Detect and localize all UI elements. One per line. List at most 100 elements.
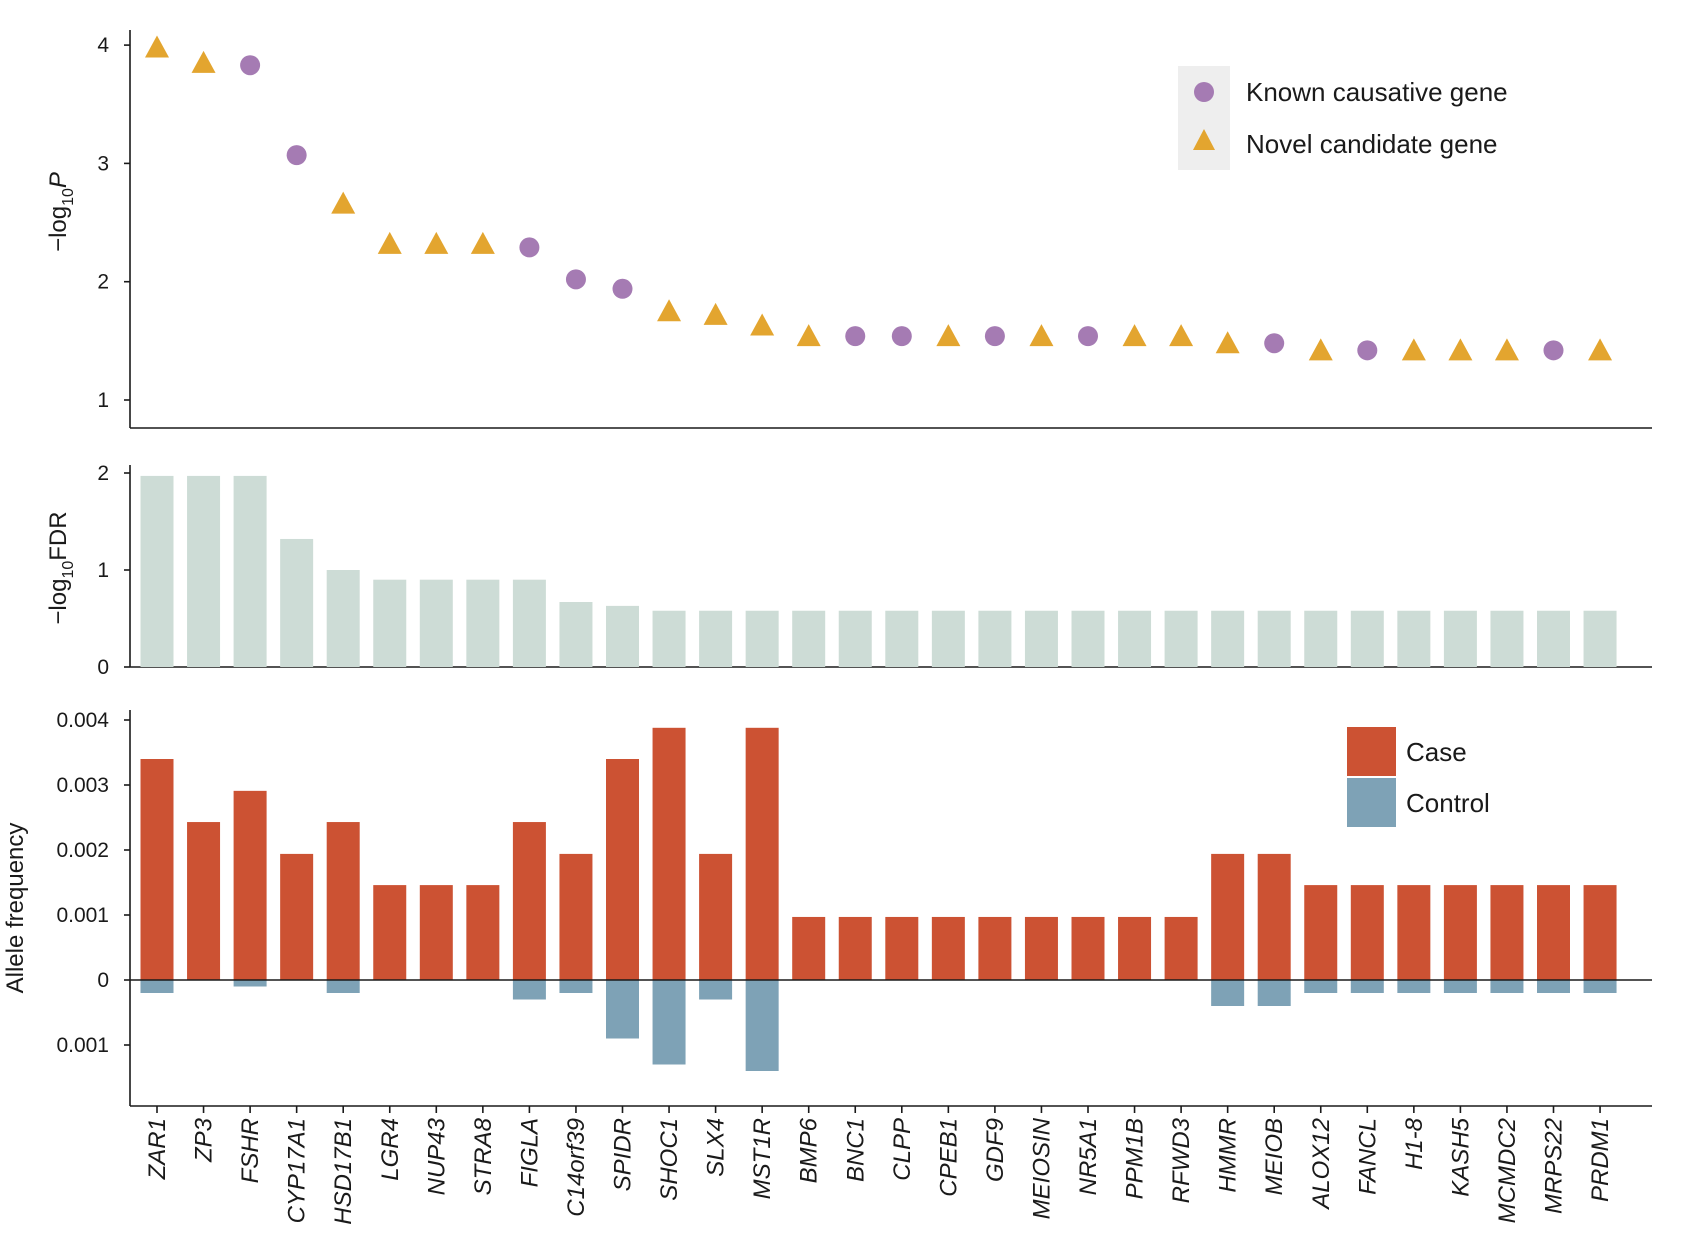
fdr-bar xyxy=(606,605,639,667)
case-bar xyxy=(512,822,546,980)
fdr-bar xyxy=(1257,610,1291,667)
case-bar xyxy=(466,885,500,980)
known-gene-point xyxy=(984,326,1005,347)
gene-label: H1-8 xyxy=(1401,1117,1428,1170)
novel-gene-point xyxy=(1401,338,1426,361)
legend-control-swatch xyxy=(1347,778,1396,827)
gene-label: CPEB1 xyxy=(935,1118,962,1197)
case-bar xyxy=(792,916,826,980)
af-legend: Case Control xyxy=(1347,727,1490,827)
legend-case-swatch xyxy=(1347,727,1396,776)
gene-label: KASH5 xyxy=(1447,1117,1474,1196)
fdr-bar xyxy=(1164,610,1198,667)
novel-gene-point xyxy=(331,191,356,214)
af-y-ticks: 0.004 0.003 0.002 0.001 0 0.001 xyxy=(56,709,130,1057)
gene-label: MEIOSIN xyxy=(1028,1117,1055,1219)
case-bar xyxy=(326,822,360,980)
gene-label: STRA8 xyxy=(470,1117,497,1195)
gene-label: MCMDC2 xyxy=(1494,1118,1521,1223)
fdr-bar xyxy=(233,475,267,667)
known-gene-point xyxy=(1543,340,1564,361)
fdr-bar xyxy=(187,475,221,667)
fdr-panel: 0 1 2 −log10FDR xyxy=(45,462,1652,679)
novel-gene-point xyxy=(1029,324,1054,347)
case-bar xyxy=(885,916,919,980)
case-bar xyxy=(373,885,407,980)
pvalue-y-ticks: 1 2 3 4 xyxy=(97,34,130,412)
case-bar xyxy=(1583,885,1617,980)
known-gene-point xyxy=(519,237,540,258)
fdr-bar xyxy=(1304,610,1338,667)
fdr-bar xyxy=(838,610,872,667)
fdr-bar xyxy=(280,538,314,667)
fdr-bar xyxy=(326,570,360,667)
gene-label: FANCL xyxy=(1354,1118,1381,1195)
fdr-bar xyxy=(373,579,407,667)
novel-gene-point xyxy=(1588,338,1613,361)
fdr-bar xyxy=(1211,610,1245,667)
gene-label: NUP43 xyxy=(423,1117,450,1195)
control-bar xyxy=(699,980,733,1000)
case-bar xyxy=(1397,885,1431,980)
gene-label: BNC1 xyxy=(842,1118,869,1182)
case-bar xyxy=(699,853,733,980)
pvalue-tick-label: 4 xyxy=(97,34,109,57)
gene-label: SLX4 xyxy=(703,1118,730,1177)
fdr-bar xyxy=(512,579,546,667)
known-gene-point xyxy=(565,269,586,290)
case-bar xyxy=(559,853,593,980)
pvalue-points xyxy=(145,35,1613,361)
novel-gene-point xyxy=(1215,331,1240,354)
control-bar xyxy=(1537,980,1570,993)
case-bar xyxy=(1350,885,1384,980)
control-bar xyxy=(233,980,267,987)
fdr-bar xyxy=(1071,610,1105,667)
legend-known-marker xyxy=(1194,82,1214,102)
fdr-y-ticks: 0 1 2 xyxy=(97,462,130,679)
gene-label: GDF9 xyxy=(982,1118,1009,1182)
legend-novel-marker xyxy=(1193,129,1215,150)
known-gene-point xyxy=(891,326,912,347)
legend-novel-label: Novel candidate gene xyxy=(1246,129,1498,159)
known-gene-point xyxy=(845,326,866,347)
allele-frequency-panel: 0.004 0.003 0.002 0.001 0 0.001 ZAR1 ZP3 FSHR CY… xyxy=(2,709,1652,1225)
novel-gene-point xyxy=(657,299,682,322)
gene-label: MEIOB xyxy=(1261,1118,1288,1195)
case-bar xyxy=(1537,885,1570,980)
gene-label: HMMR xyxy=(1215,1118,1242,1193)
case-bar xyxy=(1443,885,1477,980)
gene-label: C14orf39 xyxy=(563,1118,590,1217)
known-gene-point xyxy=(1357,340,1378,361)
case-bar xyxy=(419,885,453,980)
case-bar xyxy=(652,727,686,980)
gene-label: ZAR1 xyxy=(144,1118,171,1180)
af-tick-label: 0.001 xyxy=(56,1034,109,1057)
novel-gene-point xyxy=(377,231,402,254)
fdr-bar xyxy=(1583,610,1617,667)
novel-gene-point xyxy=(1122,324,1147,347)
fdr-bar xyxy=(1443,610,1477,667)
gene-label: MRPS22 xyxy=(1541,1118,1568,1214)
pvalue-tick-label: 3 xyxy=(97,152,109,175)
case-bar xyxy=(1071,916,1105,980)
gene-label: HSD17B1 xyxy=(330,1118,357,1225)
gene-labels: ZAR1 ZP3 FSHR CYP17A1 HSD17B1 LGR4 NUP43 STRA8 F… xyxy=(144,1106,1614,1225)
novel-gene-point xyxy=(424,231,449,254)
gene-label: NR5A1 xyxy=(1075,1118,1102,1195)
pvalue-tick-label: 1 xyxy=(97,389,109,412)
fdr-bar xyxy=(1118,610,1152,667)
fdr-bar xyxy=(652,610,686,667)
fdr-bar xyxy=(1350,610,1384,667)
case-bar xyxy=(1490,885,1524,980)
novel-gene-point xyxy=(1169,324,1194,347)
case-bar xyxy=(1024,916,1058,980)
fdr-bar xyxy=(559,602,593,667)
known-gene-point xyxy=(612,278,633,299)
fdr-y-title: −log10FDR xyxy=(45,511,77,624)
fdr-bars xyxy=(140,475,1617,667)
case-bar xyxy=(606,759,639,980)
gene-label: SPIDR xyxy=(610,1118,637,1191)
control-bar xyxy=(1397,980,1431,993)
novel-gene-point xyxy=(796,324,821,347)
